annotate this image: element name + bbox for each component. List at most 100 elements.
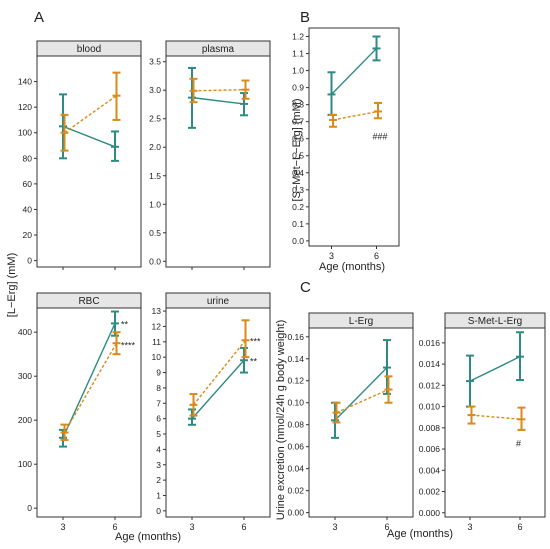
significance-annotation: ** [250,356,258,366]
panel-smet_urine: S-Met-L-Erg 0.000 0.002 0.004 0.006 0.008 0.01… [419,312,546,532]
y-tick-label: 0.006 [419,444,441,454]
y-tick-label: 1.0 [149,199,161,209]
y-tick-label: 11 [152,337,161,347]
y-tick-label: 3.0 [149,85,161,95]
y-tick-label: 0.004 [419,465,441,475]
x-tick-label: 3 [467,522,472,532]
x-tick-label: 6 [241,522,246,532]
panel-lerg_urine: L-Erg 0.00 0.02 0.04 0.06 0.08 0.10 0.12 0.14 0.1… [287,312,414,532]
series-line-2 [336,388,389,414]
y-tick-label: 0.08 [287,420,304,430]
series-line-1 [469,356,521,382]
significance-annotation: *** [250,336,261,346]
y-tick-label: 0.02 [287,486,304,496]
x-tick-label: 6 [517,522,522,532]
y-tick-label: 0.12 [287,376,304,386]
y-tick-label: 0.5 [149,228,161,238]
y-tick-label: 0.0 [149,256,161,266]
y-tick-label: 1.1 [292,49,304,59]
series-line-2 [193,88,246,92]
y-tick-label: 0 [27,256,32,266]
x-tick-label: 3 [329,251,334,261]
y-tick-label: 8 [156,383,161,393]
x-axis-label-c: Age (months) [387,528,453,540]
series-line-1 [330,47,378,95]
y-tick-label: 60 [23,179,33,189]
y-tick-label: 0.6 [292,134,304,144]
y-tick-label: 0 [156,506,161,516]
y-tick-label: 100 [18,128,32,138]
y-tick-label: 100 [18,459,32,469]
panel-frame [308,27,400,247]
y-tick-label: 80 [23,153,33,163]
y-tick-label: 0.2 [292,202,304,212]
y-tick-label: 2.0 [149,142,161,152]
y-axis-label-c: Urine excretion (nmol/24h g body weight) [275,320,287,521]
y-tick-label: 0.8 [292,100,304,110]
series-line-1 [191,96,245,105]
y-tick-label: 120 [18,102,32,112]
y-tick-label: 12 [152,321,162,331]
series-line-2 [332,110,379,121]
facet-title: S-Met-L-Erg [468,316,522,327]
facet-title: blood [77,44,101,55]
panel-letter-c: C [300,279,311,296]
facet-title: urine [207,296,230,307]
x-tick-label: 3 [332,522,337,532]
y-tick-label: 0.014 [419,359,441,369]
y-tick-label: 1.5 [149,171,161,181]
y-tick-label: 0.06 [287,442,304,452]
y-tick-label: 0.008 [419,423,441,433]
y-tick-label: 0.002 [419,487,441,497]
y-tick-label: 7 [156,398,161,408]
y-tick-label: 0.16 [287,332,304,342]
y-tick-label: 0.0 [292,236,304,246]
series-line-2 [192,339,247,406]
y-tick-label: 0.5 [292,151,304,161]
panel-frame [165,55,271,268]
significance-annotation: ### [373,131,388,141]
facet-title: RBC [78,296,99,307]
facet-title: L-Erg [349,316,373,327]
series-line-2 [64,95,117,134]
y-tick-label: 0.1 [292,219,304,229]
facet-title: plasma [202,44,235,55]
panel-letter-b: B [300,9,310,26]
x-tick-label: 6 [384,522,389,532]
panel-frame [36,307,142,518]
y-tick-label: 1 [156,490,161,500]
x-tick-label: 6 [374,251,379,261]
y-tick-label: 0.000 [419,508,441,518]
y-tick-label: 0.9 [292,83,304,93]
panel-frame [36,55,142,268]
series-line-1 [191,359,245,420]
panel-plasma: plasma 0.0 0.5 1.0 1.5 2.0 2.5 3.0 3.5 [149,40,271,270]
y-tick-label: 0.3 [292,185,304,195]
y-tick-label: 0.010 [419,402,441,412]
y-tick-label: 300 [18,371,32,381]
y-tick-label: 0.14 [287,354,304,364]
panel-frame [308,327,414,518]
y-axis-label-b: [S−Met−L−Erg] (mM) [291,98,303,201]
y-tick-label: 6 [156,414,161,424]
y-tick-label: 0.04 [287,464,304,474]
panel-blood: blood 0 20 40 60 80 100 120 140 [18,40,142,270]
y-tick-label: 0.00 [287,508,304,518]
x-tick-label: 3 [60,522,65,532]
y-tick-label: 10 [152,352,162,362]
y-tick-label: 20 [23,230,33,240]
significance-annotation: **** [121,341,136,351]
series-line-1 [62,125,116,148]
y-tick-label: 140 [18,77,32,87]
series-line-1 [62,323,116,439]
y-tick-label: 40 [23,204,33,214]
panel-frame [444,327,546,518]
y-tick-label: 0.4 [292,168,304,178]
x-axis-label-b: Age (months) [319,261,385,273]
x-tick-label: 6 [112,522,117,532]
y-tick-label: 2 [156,475,161,485]
y-tick-label: 13 [152,306,162,316]
panel-letter-a: A [34,9,44,26]
